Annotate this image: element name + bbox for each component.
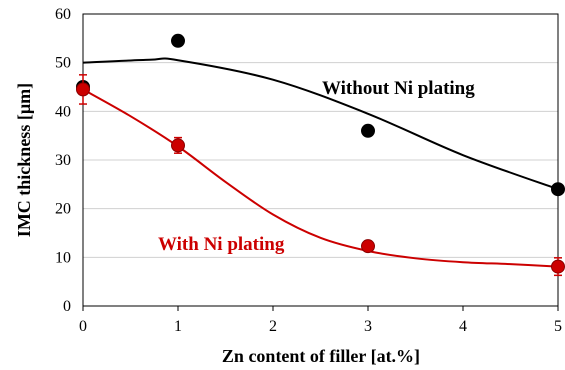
x-tick-label-3: 3 (364, 318, 372, 335)
trend-curve-with-ni (82, 88, 559, 268)
gridlines (83, 62, 558, 258)
trend-curves (82, 57, 559, 268)
data-point-with-ni-3 (551, 259, 565, 274)
series-label-with-ni: With Ni plating (158, 234, 285, 255)
y-tick-label-0: 0 (63, 298, 71, 315)
data-point-with-ni-2 (361, 239, 375, 254)
y-tick-label-30: 30 (55, 152, 71, 169)
series-label-without-ni: Without Ni plating (322, 78, 475, 99)
data-points (76, 33, 565, 277)
y-tick-label-20: 20 (55, 201, 71, 218)
x-tick-label-4: 4 (459, 318, 467, 335)
y-axis-title: IMC thickness [µm] (14, 83, 34, 237)
data-point-without-ni-1 (171, 33, 185, 48)
data-point-with-ni-0 (76, 82, 90, 97)
x-axis-ticks: 0 1 2 3 4 5 (79, 306, 562, 335)
data-point-without-ni-2 (361, 123, 375, 138)
plot-frame (82, 13, 559, 307)
x-axis-title: Zn content of filler [at.%] (222, 346, 420, 366)
y-tick-label-50: 50 (55, 55, 71, 72)
trend-curve-without-ni (82, 57, 559, 191)
x-tick-label-1: 1 (174, 318, 182, 335)
y-axis-ticks: 0 10 20 30 40 50 60 (55, 6, 71, 315)
y-tick-label-10: 10 (55, 249, 71, 266)
data-point-without-ni-3 (551, 182, 565, 197)
y-tick-label-40: 40 (55, 103, 71, 120)
x-tick-label-0: 0 (79, 318, 87, 335)
data-point-with-ni-1 (171, 138, 185, 153)
y-tick-label-60: 60 (55, 6, 71, 23)
x-tick-label-2: 2 (269, 318, 277, 335)
x-tick-label-5: 5 (554, 318, 562, 335)
